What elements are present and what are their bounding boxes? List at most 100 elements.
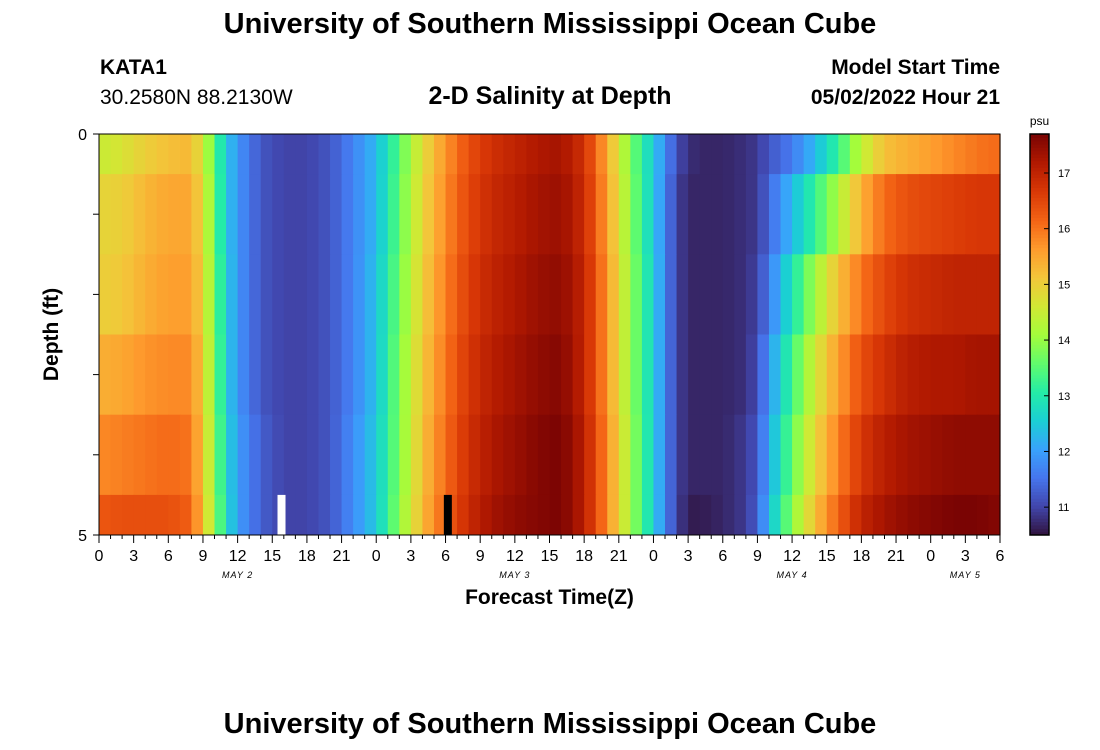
heatmap-cell [572,254,585,335]
colorbar-segment [1030,444,1049,449]
heatmap-cell [249,494,262,536]
colorbar-segment [1030,264,1049,269]
heatmap-cell [561,334,574,416]
heatmap-cell [168,174,181,255]
colorbar-segment [1030,478,1049,483]
heatmap-cell [214,174,227,255]
x-tick-label: 6 [718,548,727,565]
heatmap-cell [537,414,551,496]
colorbar-segment [1030,174,1049,178]
heatmap-cell [745,174,759,255]
heatmap-cell [561,134,574,175]
heatmap-cell [711,174,724,255]
heatmap-cell [283,334,296,416]
colorbar-segment [1030,501,1049,506]
heatmap-cell [491,334,504,416]
heatmap-cell [387,494,400,536]
heatmap-cell [930,134,943,175]
heatmap-cell [491,254,504,335]
heatmap-cell [745,414,759,496]
heatmap-cell [514,414,527,496]
heatmap-cell [780,174,793,255]
heatmap-cell [457,334,470,416]
heatmap-cell [179,494,193,536]
heatmap-cell [930,174,943,255]
heatmap-cell [422,414,435,496]
time-marker [443,494,452,535]
colorbar-segment [1030,384,1049,389]
heatmap-cell [480,254,493,335]
heatmap-cell [341,134,354,175]
heatmap-cell [815,494,828,536]
heatmap-cell [422,254,435,335]
colorbar-segment [1030,401,1049,406]
heatmap-cell [919,174,932,255]
heatmap-cell [757,254,770,335]
heatmap-cell [942,494,955,536]
heatmap-cell [896,334,909,416]
colorbar-segment [1030,260,1049,265]
heatmap-cell [965,134,978,175]
colorbar-segment [1030,147,1049,152]
heatmap-cell [399,414,412,496]
heatmap-cell [526,494,539,536]
heatmap-cell [896,414,909,496]
colorbar-segment [1030,418,1049,422]
heatmap-cell [826,254,839,335]
heatmap-cell [433,174,447,255]
colorbar-segment [1030,374,1049,379]
model-start-time-label: Model Start Time [831,56,1000,79]
heatmap-cell [99,134,112,175]
heatmap-cell [110,494,123,536]
heatmap-cell [156,254,169,335]
heatmap-cell [653,254,666,335]
heatmap-cell [826,494,839,536]
heatmap-cell [445,174,458,255]
heatmap-cell [549,334,562,416]
heatmap-cell [653,334,666,416]
colorbar-segment [1030,210,1049,215]
heatmap-cell [410,334,424,416]
heatmap-cell [641,174,655,255]
heatmap-cell [133,134,146,175]
heatmap-cell [191,134,204,175]
heatmap-cell [688,494,701,536]
heatmap-cell [665,334,678,416]
heatmap-cell [214,134,227,175]
heatmap-cell [768,334,782,416]
heatmap-cell [630,254,643,335]
heatmap-cell [988,334,1001,416]
colorbar-segment [1030,371,1049,376]
heatmap-cell [99,494,112,536]
colorbar-segment [1030,498,1049,503]
heatmap-cell [156,414,169,496]
heatmap-cell [99,334,112,416]
heatmap-cell [630,494,643,536]
heatmap-cell [688,414,701,496]
colorbar-segment [1030,324,1049,329]
colorbar-segment [1030,441,1049,446]
colorbar-segment [1030,404,1049,409]
heatmap-cell [734,134,747,175]
heatmap-cell [145,414,158,496]
heatmap-cell [376,494,389,536]
colorbar-segment [1030,137,1049,142]
heatmap-cell [387,134,400,175]
heatmap-cell [480,174,493,255]
heatmap-cell [353,134,366,175]
heatmap-cell [549,254,562,335]
heatmap-cell [202,334,216,416]
heatmap-cell [179,174,193,255]
heatmap-cell [699,414,712,496]
heatmap-cell [526,414,539,496]
colorbar-segment [1030,428,1049,432]
heatmap-cell [722,494,735,536]
heatmap-cell [595,174,608,255]
colorbar-segment [1030,140,1049,145]
y-axis: 05 [78,127,100,545]
heatmap-cell [688,334,701,416]
heatmap-cell [514,174,527,255]
heatmap-cell [780,334,793,416]
heatmap-cell [861,494,874,536]
heatmap-cell [214,334,227,416]
